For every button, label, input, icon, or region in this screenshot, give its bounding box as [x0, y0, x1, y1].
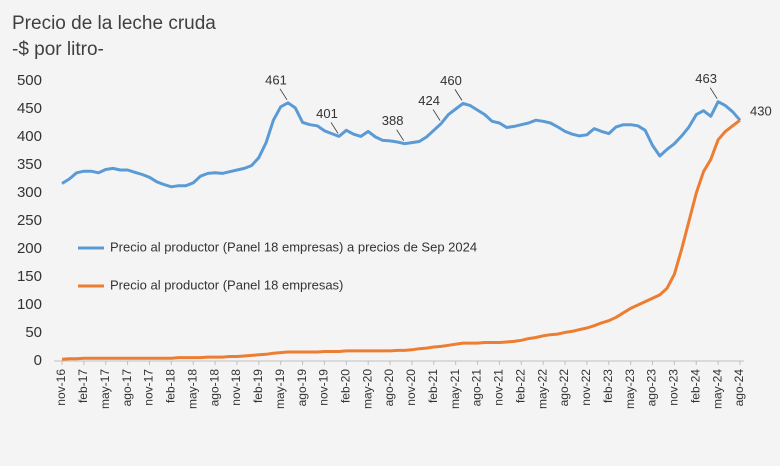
data-label: 430	[750, 104, 772, 119]
x-tick-label: ago-18	[207, 369, 221, 407]
label-leader	[709, 87, 718, 99]
x-tick-label: feb-22	[513, 369, 527, 403]
x-tick-label: feb-21	[426, 369, 440, 403]
label-leader	[454, 89, 463, 101]
y-tick-label: 250	[17, 212, 42, 229]
x-tick-label: may-21	[448, 369, 462, 409]
legend-label: Precio al productor (Panel 18 empresas)	[110, 277, 343, 292]
label-leader	[396, 129, 404, 141]
data-label: 463	[695, 71, 717, 86]
x-tick-label: feb-20	[338, 369, 352, 403]
series-line	[61, 100, 742, 189]
x-tick-label: ago-20	[382, 369, 396, 407]
data-label: 461	[265, 72, 287, 87]
x-tick-label: may-23	[623, 369, 637, 409]
x-tick-label: may-19	[273, 369, 287, 409]
x-tick-label: nov-21	[492, 369, 506, 406]
data-label: 424	[418, 93, 440, 108]
x-tick-label: ago-19	[295, 369, 309, 407]
x-tick-label: nov-18	[229, 369, 243, 406]
x-tick-label: nov-20	[404, 369, 418, 406]
y-tick-label: 450	[17, 100, 42, 117]
label-leader	[432, 109, 441, 121]
x-tick-label: nov-22	[579, 369, 593, 406]
y-tick-label: 100	[17, 296, 42, 313]
data-label: 388	[382, 113, 404, 128]
data-label: 460	[440, 73, 462, 88]
x-tick-label: feb-19	[251, 369, 265, 403]
y-tick-label: 400	[17, 128, 42, 145]
label-leader	[330, 122, 339, 134]
x-tick-label: may-17	[98, 369, 112, 409]
x-tick-label: feb-23	[601, 369, 615, 403]
x-tick-label: ago-24	[732, 369, 746, 407]
x-tick-label: may-18	[185, 369, 199, 409]
series-line	[61, 119, 741, 361]
x-tick-label: ago-17	[120, 369, 134, 407]
data-label: 401	[316, 106, 338, 121]
y-tick-label: 0	[34, 352, 42, 369]
y-tick-label: 500	[17, 72, 42, 89]
x-tick-label: ago-23	[645, 369, 659, 407]
x-tick-label: may-20	[360, 369, 374, 409]
chart-subtitle: -$ por litro-	[12, 39, 104, 60]
y-tick-label: 200	[17, 240, 42, 257]
label-leader	[279, 88, 288, 101]
x-tick-label: nov-23	[667, 369, 681, 406]
y-tick-label: 50	[25, 324, 42, 341]
x-tick-label: nov-17	[142, 369, 156, 406]
x-tick-label: ago-21	[470, 369, 484, 407]
x-tick-label: nov-16	[54, 369, 68, 406]
x-tick-label: may-22	[535, 369, 549, 409]
y-tick-label: 350	[17, 156, 42, 173]
y-tick-label: 150	[17, 268, 42, 285]
x-tick-label: feb-18	[164, 369, 178, 403]
x-tick-label: feb-17	[76, 369, 90, 403]
x-tick-label: nov-19	[317, 369, 331, 406]
x-tick-label: may-24	[710, 369, 724, 409]
x-tick-label: feb-24	[688, 369, 702, 403]
chart-title: Precio de la leche cruda	[12, 13, 216, 34]
y-tick-label: 300	[17, 184, 42, 201]
x-tick-label: ago-22	[557, 369, 571, 407]
legend-label: Precio al productor (Panel 18 empresas) …	[110, 239, 477, 254]
